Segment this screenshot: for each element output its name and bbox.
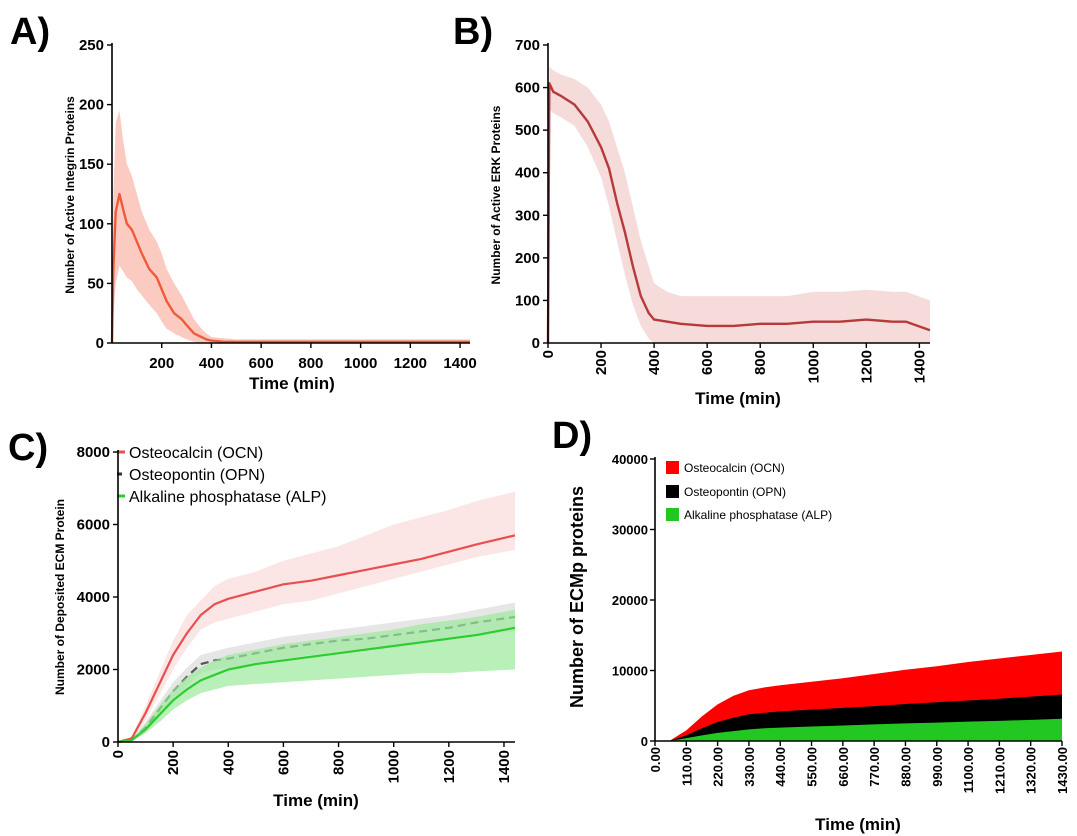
x-tick-label: 1320.00 [1024,747,1039,794]
x-tick-label: 220.00 [711,747,726,787]
series-line-2 [117,626,516,744]
panel-label-b: B) [453,11,493,53]
y-tick-label: 300 [515,207,540,224]
y-tick-label: 100 [79,216,104,233]
panel-label-d: D) [552,415,592,457]
legend-d-opn-label: Osteopontin (OPN) [684,485,786,499]
panel-d-y-title: Number of ECMp proteins [567,486,587,708]
x-tick-label: 660.00 [836,747,851,787]
legend-d-ocn-label: Osteocalcin (OCN) [684,461,785,475]
y-tick-label: 200 [515,250,540,267]
error-band-2 [118,609,515,742]
area-series-2 [655,718,1062,741]
x-tick-label: 400 [646,350,663,375]
y-tick-label: 2000 [77,662,110,679]
y-tick-label: 0 [102,734,110,751]
y-tick-label: 400 [515,165,540,182]
series-line-0 [117,534,516,744]
x-tick-label: 550.00 [805,747,820,787]
x-tick-label: 770.00 [867,747,882,787]
error-band-0 [118,491,515,742]
y-tick-label: 500 [515,122,540,139]
x-tick-label: 200 [165,750,182,775]
x-tick-label: 1200 [858,350,875,383]
x-tick-label: 1400 [911,350,928,383]
legend-d-ocn-swatch [666,461,679,474]
y-tick-label: 150 [79,156,104,173]
x-tick-label: 1430.00 [1055,747,1070,794]
y-tick-label: 600 [515,80,540,97]
x-tick-label: 0.00 [648,747,663,772]
y-tick-label: 6000 [77,517,110,534]
y-tick-label: 250 [79,37,104,54]
panel-a-y-title: Number of Active Integrin Proteins [63,96,77,294]
y-tick-label: 0 [641,734,648,749]
error-band-0 [548,66,930,344]
x-tick-label: 600 [699,350,716,375]
panel-c-x-title: Time (min) [273,791,359,810]
panel-a-x-title: Time (min) [249,374,335,393]
x-tick-label: 0 [110,750,127,758]
x-tick-label: 400 [199,355,224,372]
x-tick-label: 400 [220,750,237,775]
x-tick-label: 990.00 [930,747,945,787]
series-line-0 [546,82,931,344]
x-tick-label: 1000 [386,750,403,783]
panel-b-plot: 0 100 200 300 400 500 600 700 0 200 400 600 800 1000 1… [515,37,931,383]
x-tick-label: 600 [275,750,292,775]
x-tick-label: 200 [593,350,610,375]
panel-label-a: A) [10,11,50,53]
y-tick-label: 40000 [612,452,648,467]
legend-d-alp-swatch [666,508,679,521]
panel-c-legend: Osteocalcin (OCN) Osteopontin (OPN) Alka… [117,445,326,506]
y-tick-label: 20000 [612,593,648,608]
y-tick-label: 10000 [612,664,648,679]
panel-b-x-title: Time (min) [695,389,781,408]
x-tick-label: 1000 [344,355,377,372]
y-tick-label: 200 [79,97,104,114]
panel-b-y-title: Number of Active ERK Proteins [489,105,503,284]
y-tick-label: 50 [87,275,104,292]
y-tick-label: 0 [532,335,540,352]
series-line-0 [110,192,470,344]
x-tick-label: 880.00 [898,747,913,787]
x-tick-label: 800 [331,750,348,775]
y-tick-label: 30000 [612,523,648,538]
x-tick-label: 1400 [496,750,513,783]
x-tick-label: 110.00 [679,747,694,786]
x-tick-label: 1400 [443,355,476,372]
y-tick-label: 700 [515,37,540,54]
x-tick-label: 800 [298,355,323,372]
panel-d-x-title: Time (min) [815,815,901,834]
error-band-0 [112,110,470,343]
panel-d-plot: 0 10000 20000 30000 40000 0.00 110.00 220.00 330… [612,452,1070,794]
x-tick-label: 440.00 [773,747,788,787]
x-tick-label: 1200 [394,355,427,372]
legend-d-opn-swatch [666,485,679,498]
x-tick-label: 330.00 [742,747,757,787]
panel-c-y-title: Number of Deposited ECM Protein [53,499,67,695]
panel-label-c: C) [8,427,48,469]
legend-d-alp-label: Alkaline phosphatase (ALP) [684,508,832,522]
x-tick-label: 200 [149,355,174,372]
legend-ocn-label: Osteocalcin (OCN) [129,445,263,462]
x-tick-label: 600 [249,355,274,372]
y-tick-label: 4000 [77,589,110,606]
panel-a-plot: 0 50 100 150 200 250 200 400 600 800 1000 1200 1400 [79,37,477,372]
x-tick-label: 1000 [805,350,822,383]
x-tick-label: 1210.00 [992,747,1007,794]
x-tick-label: 1200 [441,750,458,783]
legend-alp-label: Alkaline phosphatase (ALP) [129,489,326,506]
x-tick-label: 1100.00 [961,747,976,793]
y-tick-label: 8000 [77,444,110,461]
panel-c-plot: 0 2000 4000 6000 8000 0 200 400 600 800 1000 1200 14… [77,444,516,783]
x-tick-label: 0 [540,350,557,358]
panel-d-legend: Osteocalcin (OCN) Osteopontin (OPN) Alka… [666,461,832,522]
legend-opn-label: Osteopontin (OPN) [129,467,265,484]
y-tick-label: 0 [96,335,104,352]
y-tick-label: 100 [515,292,540,309]
x-tick-label: 800 [752,350,769,375]
